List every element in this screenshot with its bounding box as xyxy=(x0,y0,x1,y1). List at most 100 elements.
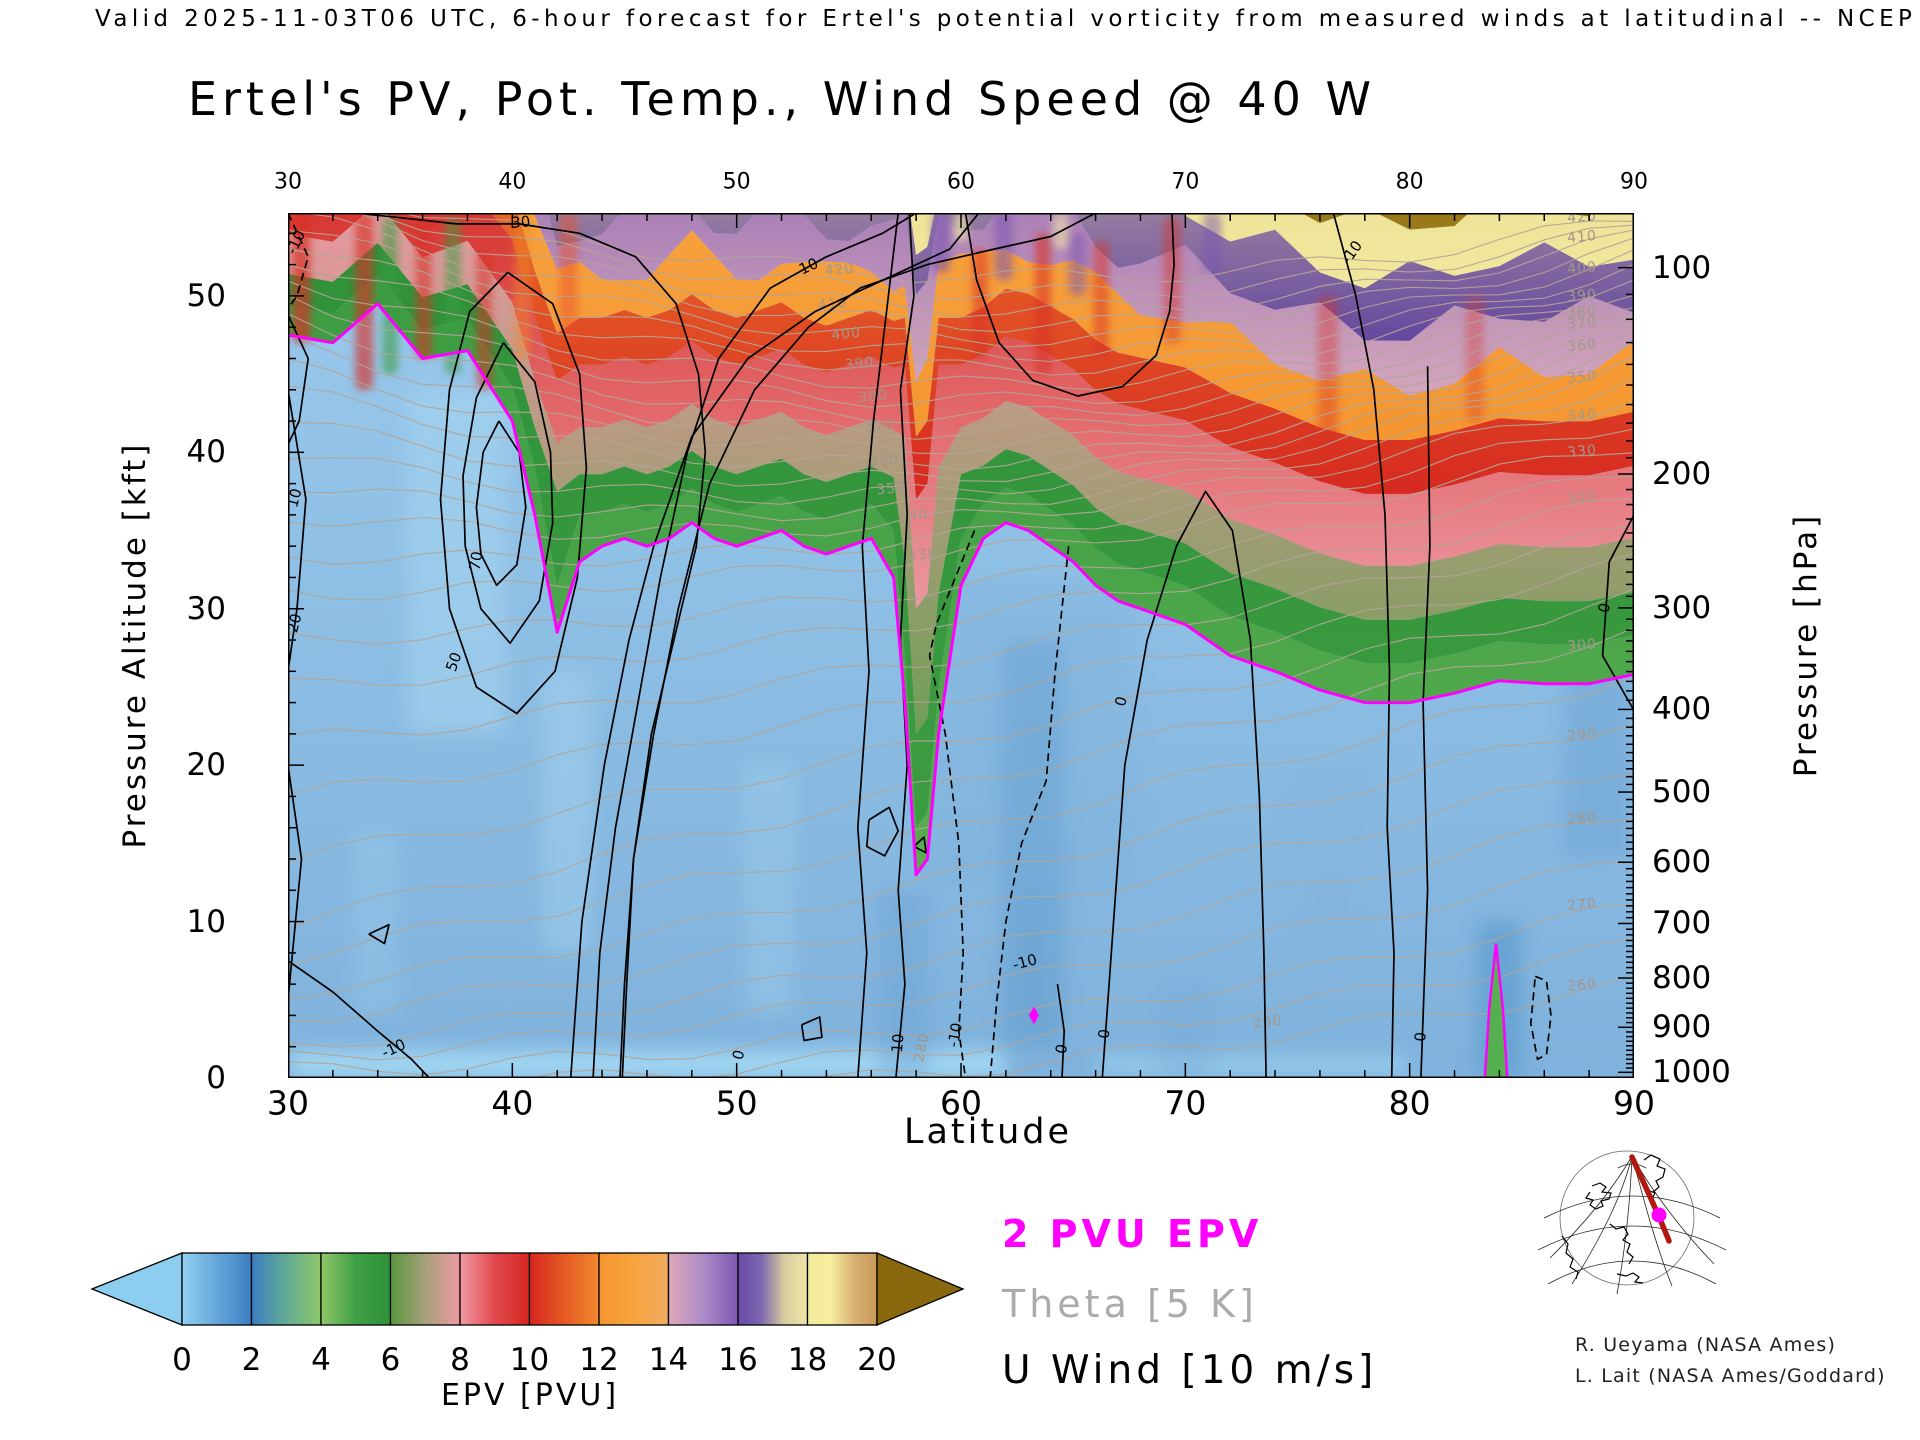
y-right-tick-label: 300 xyxy=(1652,589,1712,626)
theta-contour-265 xyxy=(530,937,1634,1078)
u-wind-contour xyxy=(1056,983,1066,1078)
u-wind-contour xyxy=(1601,514,1634,711)
u-wind-contour xyxy=(928,530,976,1078)
epv-band-2 xyxy=(288,274,1634,875)
fold-streak xyxy=(1035,233,1051,375)
theta-contour-270 xyxy=(288,903,1634,1076)
theta-label: 380 xyxy=(1567,303,1598,322)
u-wind-contour xyxy=(569,213,980,1078)
fold-streak xyxy=(1068,233,1087,296)
theta-contour-375 xyxy=(288,313,1634,424)
theta-label: 310 xyxy=(1567,555,1598,574)
colorbar-segment-2-4 xyxy=(250,1252,322,1326)
epv-band-10 xyxy=(491,213,1634,500)
x-tick-label-top: 90 xyxy=(1620,169,1648,195)
u-wind-label: 0 xyxy=(1411,1031,1430,1042)
u-wind-label: -10 xyxy=(944,1021,966,1048)
y-right-tick-label: 800 xyxy=(1652,960,1712,997)
theta-contour-335 xyxy=(288,428,1634,567)
pv2-point-marker xyxy=(1028,1006,1039,1025)
colorbar-segment-6-8 xyxy=(389,1252,461,1326)
fold-streak xyxy=(382,217,398,375)
x-tick-label: 70 xyxy=(1164,1083,1207,1123)
x-tick-label: 80 xyxy=(1388,1083,1431,1123)
theta-contour-360 xyxy=(288,331,1634,471)
x-tick-label-top: 60 xyxy=(947,169,975,195)
texture-patch xyxy=(1293,765,1370,953)
theta-label: 390 xyxy=(844,354,875,373)
colorbar-segment-8-10 xyxy=(459,1252,531,1326)
texture-patch xyxy=(541,671,594,953)
colorbar-segment-14-16 xyxy=(667,1252,739,1326)
pv2-tropopause-contour xyxy=(288,302,1634,877)
epv-colorbar xyxy=(90,1252,965,1326)
colorbar-tick-label: 4 xyxy=(311,1342,331,1378)
u-wind-contour xyxy=(475,420,527,587)
theta-contour-315 xyxy=(288,524,1634,736)
texture-patch xyxy=(1095,1054,1410,1078)
y-right-tick-label: 400 xyxy=(1652,691,1712,728)
theta-label: 360 xyxy=(1567,337,1598,356)
pv2-surface-blob xyxy=(1483,943,1509,1078)
theta-label: 360 xyxy=(869,451,900,470)
y-left-tick-label: 50 xyxy=(186,277,226,314)
theta-label: 330 xyxy=(1567,442,1598,461)
credit-line-2: L. Lait (NASA Ames/Goddard) xyxy=(1575,1365,1886,1387)
theta-contour-300 xyxy=(288,627,1634,930)
theta-label: 260 xyxy=(1567,976,1598,995)
theta-contour-370 xyxy=(288,320,1634,440)
colorbar-segment-10-12 xyxy=(528,1252,600,1326)
theta-contour-305 xyxy=(288,588,1634,863)
theta-label: 280 xyxy=(1567,810,1598,829)
y-right-tick-label: 500 xyxy=(1652,774,1712,811)
theta-label: 390 xyxy=(1567,287,1598,306)
page-title: Ertel's PV, Pot. Temp., Wind Speed @ 40 … xyxy=(187,72,1377,126)
y-right-axis-title: Pressure [hPa] xyxy=(1788,512,1824,778)
y-right-tick-label: 700 xyxy=(1652,905,1712,942)
credit-line-1: R. Ueyama (NASA Ames) xyxy=(1575,1334,1837,1356)
y-left-axis-title: Pressure Altitude [kft] xyxy=(117,441,153,849)
colorbar-tick-label: 16 xyxy=(718,1342,758,1378)
u-wind-label: 20 xyxy=(288,612,306,635)
theta-contour-410 xyxy=(357,213,1634,318)
colorbar-tick-label: 2 xyxy=(241,1342,262,1378)
theta-label: 420 xyxy=(824,261,855,280)
u-wind-contour xyxy=(619,213,1096,1078)
theta-contour-295 xyxy=(288,675,1634,966)
y-left-tick-label: 40 xyxy=(186,434,226,471)
u-wind-contour xyxy=(989,546,1070,1078)
u-wind-contour xyxy=(462,342,554,645)
u-wind-label: 30 xyxy=(511,213,532,232)
theta-contour-320 xyxy=(288,498,1634,686)
x-tick-label-top: 40 xyxy=(498,169,527,195)
u-wind-contour xyxy=(288,960,430,1078)
y-right-tick-label: 200 xyxy=(1652,455,1712,492)
colorbar-tick-label: 20 xyxy=(857,1342,897,1378)
texture-patch xyxy=(1158,984,1213,1078)
theta-label: 290 xyxy=(1252,1012,1284,1032)
x-tick-label-top: 70 xyxy=(1171,169,1200,195)
cross-section-track-line xyxy=(1629,1154,1672,1244)
colorbar-under-arrow xyxy=(90,1252,183,1326)
theta-contour-310 xyxy=(288,552,1634,795)
u-wind-contour xyxy=(1420,366,1431,1078)
theta-label: 350 xyxy=(1567,368,1598,387)
u-wind-contour xyxy=(913,836,928,854)
overlay-legend: 2 PVU EPV Theta [5 K] U Wind [10 m/s] xyxy=(1002,1212,1422,1393)
theta-contour-395 xyxy=(288,248,1634,363)
legend-u-wind: U Wind [10 m/s] xyxy=(1002,1348,1378,1393)
colorbar-tick-label: 14 xyxy=(648,1342,689,1378)
u-wind-label: 0 xyxy=(1052,1043,1071,1056)
epv-band-6 xyxy=(288,213,1634,734)
location-marker-dot xyxy=(1651,1207,1667,1223)
theta-contour-340 xyxy=(288,401,1634,540)
u-wind-contour xyxy=(856,213,900,1078)
theta-contour-285 xyxy=(288,773,1634,1023)
theta-label: 320 xyxy=(1567,488,1598,507)
epv-band-8 xyxy=(288,213,1634,609)
theta-label: 400 xyxy=(831,325,862,344)
x-tick-label: 30 xyxy=(267,1083,309,1123)
theta-label: 270 xyxy=(1567,896,1598,915)
u-wind-label: 0 xyxy=(729,1048,749,1062)
theta-contour-390 xyxy=(288,264,1634,376)
